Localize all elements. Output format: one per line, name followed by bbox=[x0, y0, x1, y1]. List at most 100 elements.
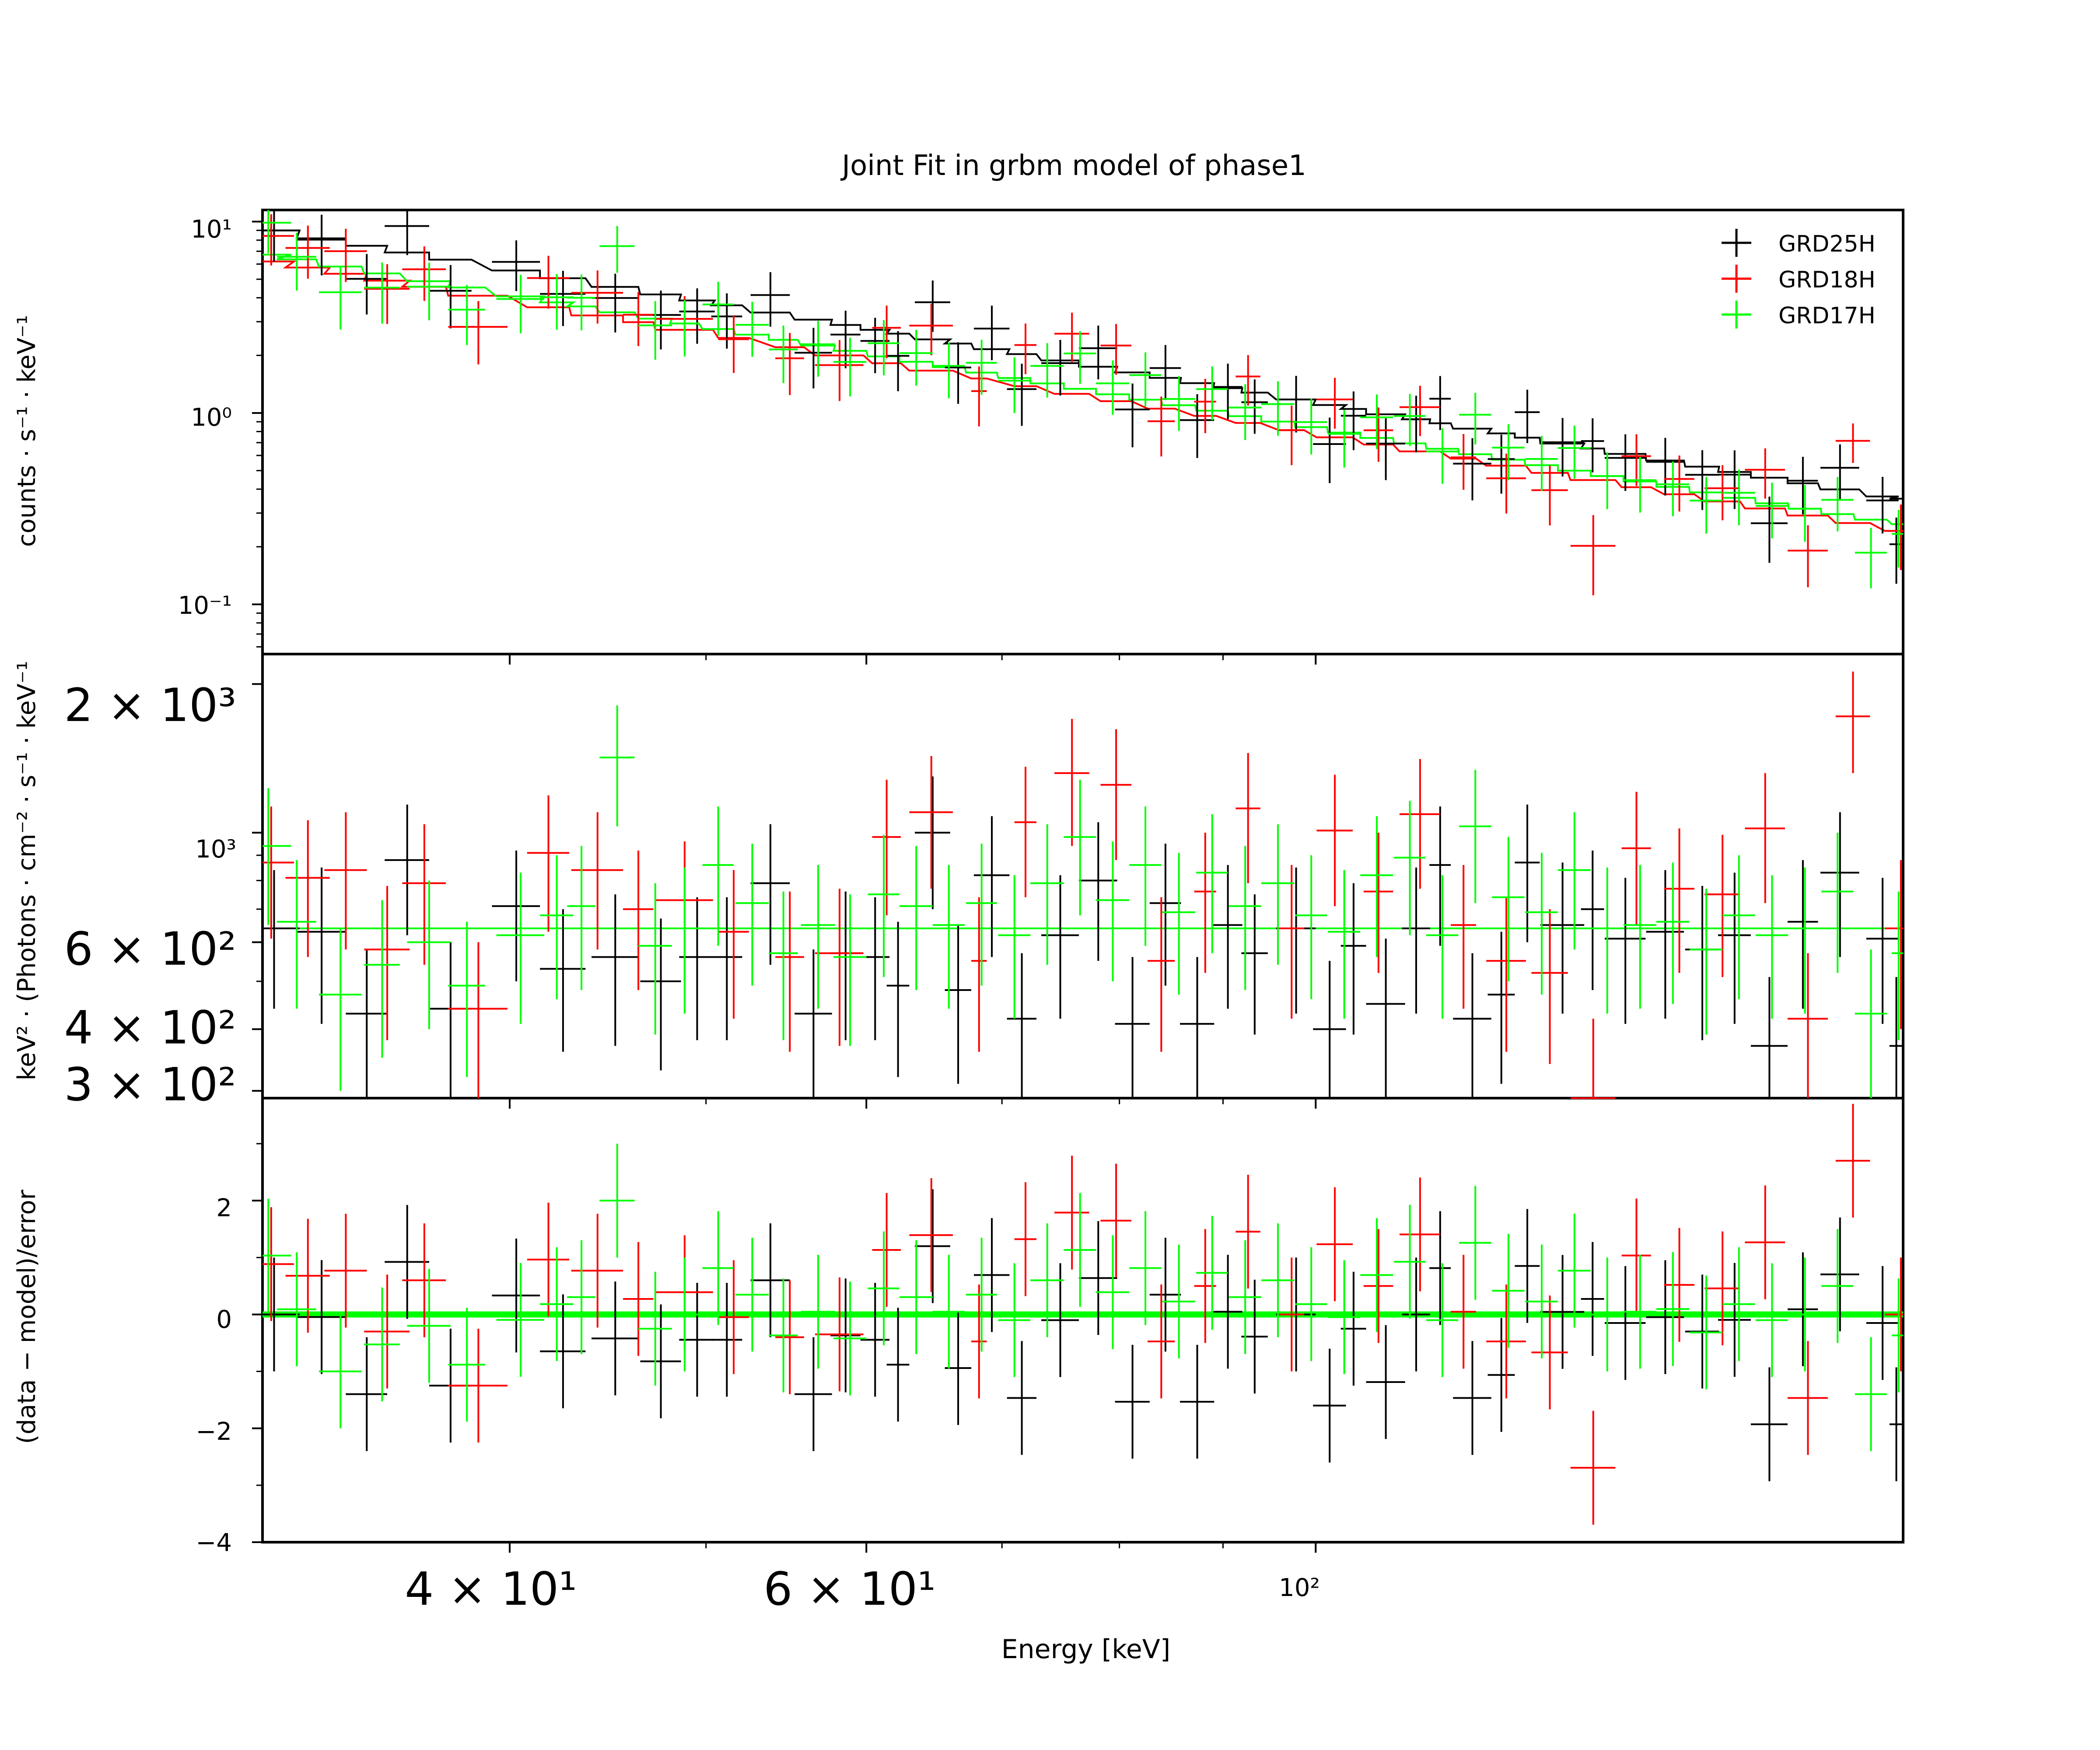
data-point-unfolded-grd18h bbox=[1236, 753, 1260, 883]
data-point-counts-grd17h bbox=[1096, 360, 1130, 415]
data-point-residual-grd17h bbox=[1030, 1223, 1064, 1337]
data-point-residual-grd18h bbox=[448, 1329, 508, 1443]
data-point-counts-grd18h bbox=[718, 315, 749, 373]
data-point-counts-grd18h bbox=[448, 301, 508, 364]
data-point-residual-grd17h bbox=[1855, 1337, 1887, 1451]
data-point-counts-grd25h bbox=[1313, 417, 1346, 483]
data-points bbox=[262, 210, 1903, 1525]
data-point-residual-grd17h bbox=[899, 1240, 933, 1354]
data-point-counts-grd25h bbox=[711, 293, 742, 349]
data-point-residual-grd18h bbox=[971, 1284, 987, 1399]
data-point-counts-grd25h bbox=[830, 311, 861, 368]
data-point-unfolded-grd17h bbox=[277, 860, 316, 1009]
data-point-unfolded-grd17h bbox=[1492, 837, 1525, 982]
data-point-residual-grd25h bbox=[711, 1283, 742, 1397]
data-point-residual-grd17h bbox=[496, 1263, 544, 1377]
data-point-residual-grd18h bbox=[1100, 1163, 1132, 1278]
data-point-unfolded-grd25h bbox=[1787, 860, 1818, 1009]
data-point-residual-grd17h bbox=[670, 1257, 699, 1372]
data-point-unfolded-grd25h bbox=[1889, 977, 1903, 1098]
data-point-counts-grd17h bbox=[1892, 510, 1903, 568]
data-point-unfolded-grd17h bbox=[1064, 780, 1096, 916]
data-point-residual-grd17h bbox=[638, 1271, 672, 1386]
data-point-residual-grd25h bbox=[1685, 1274, 1719, 1389]
data-point-residual-grd17h bbox=[1228, 1240, 1261, 1354]
y-tick-label: 10⁻¹ bbox=[178, 592, 232, 620]
data-point-residual-grd17h bbox=[1426, 1263, 1459, 1377]
data-point-counts-grd18h bbox=[1399, 385, 1440, 436]
data-point-residual-grd17h bbox=[1892, 1278, 1903, 1393]
data-point-counts-grd17h bbox=[670, 300, 699, 357]
data-point-unfolded-grd18h bbox=[1885, 860, 1903, 1029]
data-point-unfolded-grd25h bbox=[1718, 872, 1751, 1024]
data-point-residual-grd17h bbox=[1590, 1257, 1624, 1372]
data-point-counts-grd17h bbox=[932, 343, 965, 399]
data-point-unfolded-grd17h bbox=[1525, 853, 1558, 995]
legend-label-grd25h: GRD25H bbox=[1778, 231, 1876, 257]
data-point-unfolded-grd25h bbox=[1115, 957, 1150, 1098]
data-point-counts-grd18h bbox=[1014, 323, 1037, 374]
data-point-residual-grd25h bbox=[1149, 1238, 1181, 1352]
data-point-unfolded-grd17h bbox=[262, 788, 291, 925]
data-point-unfolded-grd17h bbox=[1722, 855, 1755, 999]
data-point-counts-grd25h bbox=[1366, 418, 1405, 480]
data-point-unfolded-grd17h bbox=[801, 865, 835, 1009]
data-point-unfolded-grd18h bbox=[1147, 897, 1175, 1052]
data-point-unfolded-grd25h bbox=[1488, 931, 1515, 1084]
data-point-unfolded-grd17h bbox=[1623, 865, 1656, 1009]
y-tick-label: 10¹ bbox=[191, 215, 232, 244]
data-point-unfolded-grd18h bbox=[527, 795, 570, 932]
y-tick-label: 2 bbox=[216, 1194, 232, 1222]
data-point-unfolded-grd18h bbox=[1363, 833, 1393, 973]
data-point-counts-grd17h bbox=[638, 301, 672, 360]
data-point-unfolded-grd17h bbox=[1755, 875, 1788, 1019]
data-point-unfolded-grd25h bbox=[1515, 805, 1540, 942]
data-point-residual-grd25h bbox=[1180, 1344, 1214, 1459]
y-tick-label: 0 bbox=[216, 1306, 232, 1334]
data-point-unfolded-grd17h bbox=[1295, 855, 1327, 999]
data-point-unfolded-grd25h bbox=[750, 824, 790, 965]
data-point-counts-grd25h bbox=[1429, 376, 1451, 430]
data-point-residual-grd18h bbox=[1279, 1257, 1304, 1372]
data-point-residual-grd17h bbox=[407, 1269, 451, 1383]
y-axis-label-residuals: (data − model)/error bbox=[13, 1189, 41, 1444]
data-point-counts-grd18h bbox=[402, 246, 446, 301]
data-point-residual-grd17h bbox=[1558, 1214, 1591, 1328]
data-point-counts-grd17h bbox=[1788, 485, 1821, 542]
data-point-unfolded-grd17h bbox=[735, 844, 769, 986]
data-point-residual-grd17h bbox=[1623, 1255, 1656, 1369]
data-point-residual-grd25h bbox=[1581, 1242, 1604, 1356]
data-point-counts-grd17h bbox=[1656, 461, 1690, 516]
data-point-residual-grd18h bbox=[1054, 1155, 1089, 1270]
data-point-unfolded-grd18h bbox=[1835, 671, 1870, 774]
data-point-counts-grd17h bbox=[1228, 384, 1261, 440]
data-point-unfolded-grd17h bbox=[448, 921, 485, 1077]
data-point-residual-grd25h bbox=[1429, 1211, 1451, 1325]
data-point-counts-grd17h bbox=[1030, 343, 1064, 398]
y-tick-labels-residuals: 2 0 −2 −4 bbox=[196, 1194, 232, 1557]
data-point-unfolded-grd17h bbox=[702, 806, 734, 946]
y-tick-labels-unfolded: 2 × 10³ 10³ 6 × 10² 4 × 10² 3 × 10² bbox=[64, 679, 236, 1111]
data-point-residual-grd17h bbox=[1459, 1186, 1491, 1300]
data-point-unfolded-grd25h bbox=[592, 894, 639, 1046]
data-point-unfolded-grd18h bbox=[364, 886, 410, 1040]
data-point-counts-grd18h bbox=[1570, 515, 1616, 595]
data-point-counts-grd25h bbox=[1149, 345, 1181, 400]
data-point-residual-grd25h bbox=[1604, 1266, 1646, 1380]
y-tick-label: 2 × 10³ bbox=[64, 679, 236, 732]
data-point-residual-grd25h bbox=[1453, 1341, 1491, 1455]
data-point-unfolded-grd17h bbox=[1821, 833, 1854, 973]
data-point-unfolded-grd25h bbox=[794, 949, 832, 1098]
data-point-unfolded-grd17h bbox=[1656, 862, 1690, 1004]
data-point-counts-grd17h bbox=[801, 321, 835, 377]
data-point-residual-grd17h bbox=[1788, 1257, 1821, 1372]
data-point-unfolded-grd17h bbox=[567, 846, 596, 990]
data-point-unfolded-grd17h bbox=[998, 875, 1031, 1019]
x-tick-label: 6 × 10¹ bbox=[763, 1562, 935, 1616]
data-point-residual-grd17h bbox=[735, 1238, 769, 1352]
data-point-counts-grd18h bbox=[1787, 525, 1828, 588]
data-point-unfolded-grd25h bbox=[973, 816, 1010, 957]
data-point-unfolded-grd17h bbox=[899, 846, 933, 990]
data-point-counts-grd25h bbox=[1718, 450, 1751, 509]
data-point-counts-grd18h bbox=[1885, 504, 1903, 570]
